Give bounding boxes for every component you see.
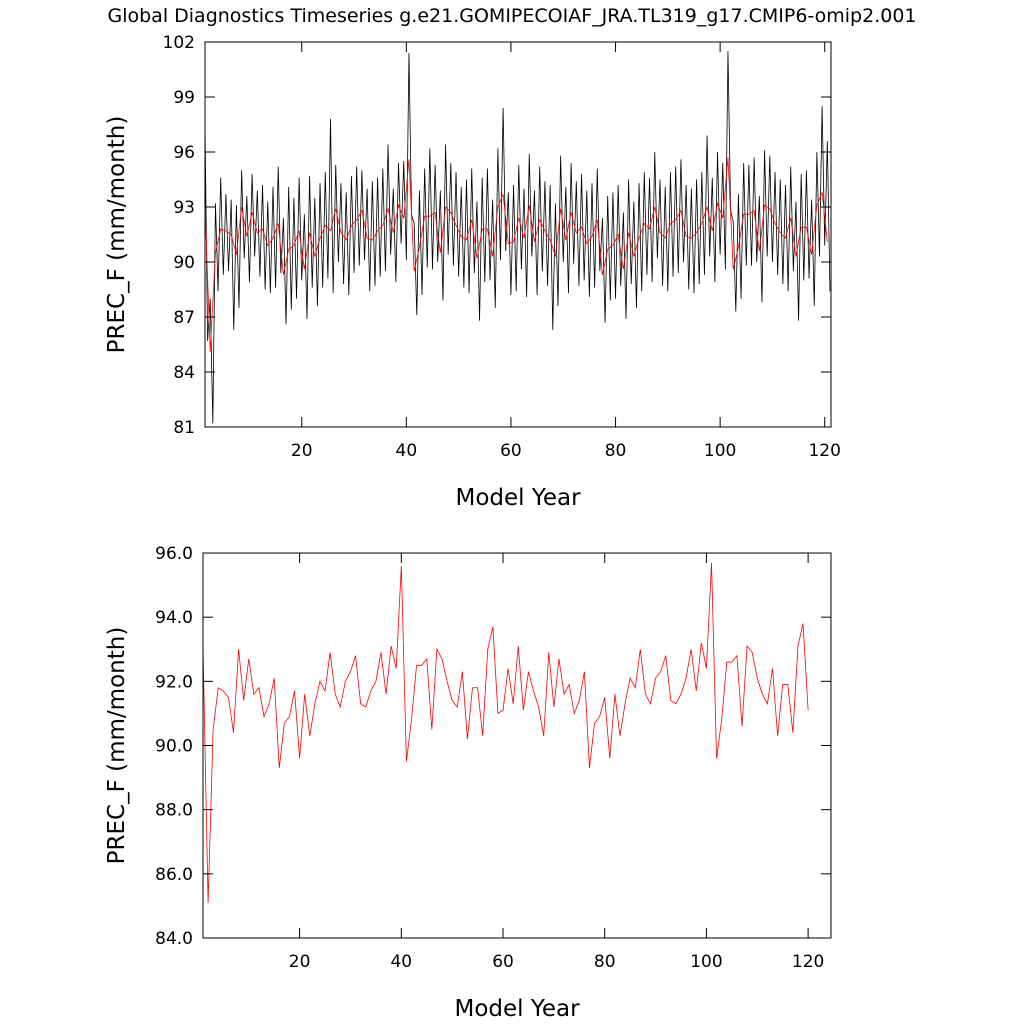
y-tick-label: 102 xyxy=(163,33,195,53)
data-line xyxy=(205,51,831,424)
x-axis-title: Model Year xyxy=(455,485,581,511)
y-tick-label: 92.0 xyxy=(155,672,193,692)
x-tick-label: 40 xyxy=(390,952,412,972)
y-tick-label: 93 xyxy=(173,198,195,218)
y-tick-label: 84 xyxy=(173,363,195,383)
x-tick-label: 80 xyxy=(605,441,627,461)
y-tick-label: 88.0 xyxy=(155,801,193,821)
y-tick-label: 96.0 xyxy=(155,544,193,564)
y-axis-title: PREC_F (mm/month) xyxy=(104,116,130,354)
y-tick-label: 96 xyxy=(173,143,195,163)
y-axis-title: PREC_F (mm/month) xyxy=(104,627,130,865)
y-tick-label: 86.0 xyxy=(155,865,193,885)
plot-area: 84.0 86.0 88.0 90.0 92.0 94.0 96.0 20 40 60 80 100 1… xyxy=(104,544,832,1022)
x-axis-title: Model Year xyxy=(454,996,580,1022)
x-tick-label: 20 xyxy=(289,952,311,972)
plot-frame xyxy=(204,41,832,428)
x-tick-label: 60 xyxy=(492,952,514,972)
plot-area: 81 84 87 90 93 96 99 102 20 40 60 80 100 120 Model Yea… xyxy=(104,33,841,511)
x-tick-label: 80 xyxy=(594,952,616,972)
x-tick-label: 100 xyxy=(704,441,736,461)
x-tick-label: 120 xyxy=(792,952,824,972)
x-tick-label: 120 xyxy=(808,441,840,461)
y-tick-label: 81 xyxy=(173,418,195,438)
y-tick-label: 84.0 xyxy=(155,929,193,949)
data-line xyxy=(203,562,809,903)
x-tick-label: 20 xyxy=(291,441,313,461)
x-tick-label: 60 xyxy=(500,441,522,461)
y-tick-label: 90.0 xyxy=(155,737,193,757)
y-tick-label: 94.0 xyxy=(155,608,193,628)
y-tick-label: 99 xyxy=(173,88,195,108)
plot-frame xyxy=(202,552,832,939)
x-tick-label: 40 xyxy=(396,441,418,461)
data-line xyxy=(205,157,828,352)
x-tick-label: 100 xyxy=(690,952,722,972)
y-tick-label: 90 xyxy=(173,253,195,273)
chart-title: Global Diagnostics Timeseries g.e21.GOMI… xyxy=(108,5,917,27)
y-tick-label: 87 xyxy=(173,308,195,328)
